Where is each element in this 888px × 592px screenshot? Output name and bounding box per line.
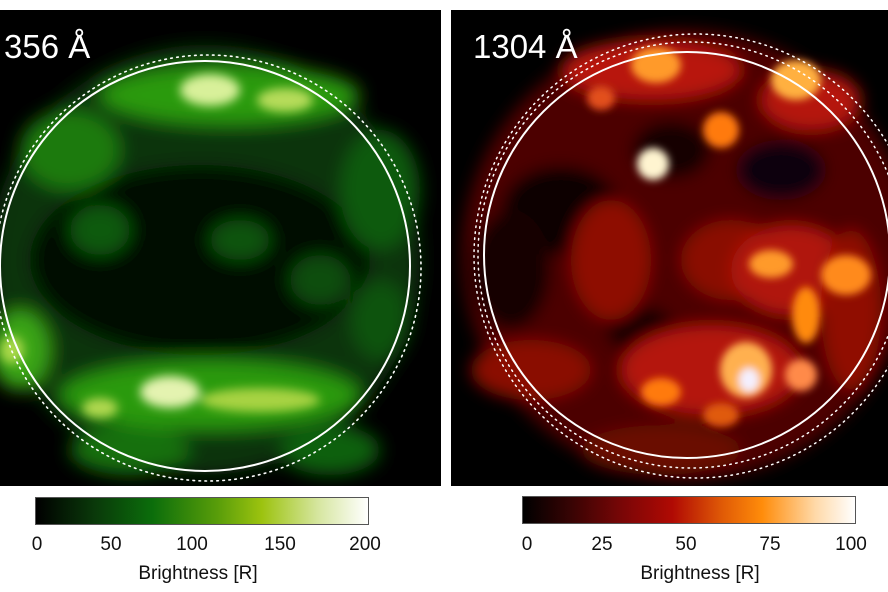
colorbar-356-tick-3: 150: [264, 534, 296, 555]
colorbar-356: [35, 497, 369, 525]
disk-limb-solid: [483, 51, 888, 459]
colorbar-1304: [522, 496, 856, 524]
colorbar-356-tick-1: 50: [100, 534, 122, 555]
emission-map-1304: [451, 10, 888, 486]
colorbar-356-tick-0: 0: [31, 534, 43, 555]
colorbar-356-tick-4: 200: [349, 534, 381, 555]
colorbar-1304-tick-2: 50: [675, 534, 697, 555]
colorbar-356-tick-2: 100: [176, 534, 208, 555]
disk-limb-dotted: [0, 54, 422, 482]
panel-label-356: 356 Å: [4, 28, 91, 65]
colorbar-1304-tick-1: 25: [591, 534, 613, 555]
panel-label-1304: 1304 Å: [473, 28, 578, 65]
panel-356: 356 Å: [0, 10, 441, 486]
colorbar-356-title: Brightness [R]: [138, 563, 258, 584]
colorbar-1304-tick-0: 0: [521, 534, 533, 555]
emission-map-356: [0, 10, 441, 486]
colorbar-1304-tick-4: 100: [835, 534, 867, 555]
colorbar-1304-title: Brightness [R]: [640, 563, 760, 584]
disk-limb-solid: [0, 60, 411, 472]
disk-limb-dotted-outer: [473, 33, 888, 479]
panel-1304: 1304 Å: [451, 10, 888, 486]
disk-limb-dotted-inner: [477, 41, 888, 469]
colorbar-1304-tick-3: 75: [759, 534, 781, 555]
